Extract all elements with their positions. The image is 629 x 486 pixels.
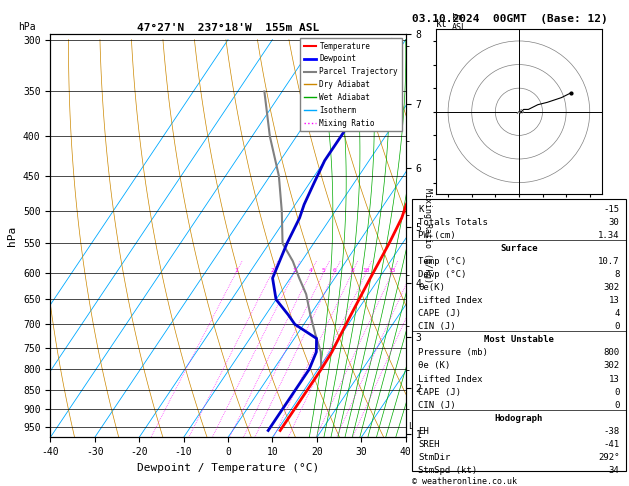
Text: θe(K): θe(K) xyxy=(418,283,445,292)
Text: Temp (°C): Temp (°C) xyxy=(418,257,467,266)
Text: SREH: SREH xyxy=(418,440,440,449)
Text: Lifted Index: Lifted Index xyxy=(418,375,483,383)
Text: 5: 5 xyxy=(322,268,326,273)
Text: hPa: hPa xyxy=(18,22,36,32)
Text: CAPE (J): CAPE (J) xyxy=(418,388,462,397)
Text: 34: 34 xyxy=(609,466,620,475)
Text: Totals Totals: Totals Totals xyxy=(418,218,488,227)
Text: 13: 13 xyxy=(609,296,620,305)
Text: 0: 0 xyxy=(614,400,620,410)
Title: 47°27'N  237°18'W  155m ASL: 47°27'N 237°18'W 155m ASL xyxy=(137,23,319,33)
Text: 1: 1 xyxy=(234,268,238,273)
Text: CIN (J): CIN (J) xyxy=(418,322,456,331)
X-axis label: Dewpoint / Temperature (°C): Dewpoint / Temperature (°C) xyxy=(137,463,319,473)
Text: 4: 4 xyxy=(614,309,620,318)
Text: 15: 15 xyxy=(389,268,396,273)
Text: 10: 10 xyxy=(362,268,370,273)
Text: -41: -41 xyxy=(603,440,620,449)
Text: LCL: LCL xyxy=(408,422,423,432)
Text: 10.7: 10.7 xyxy=(598,257,620,266)
Text: -15: -15 xyxy=(603,205,620,214)
Text: 0: 0 xyxy=(614,322,620,331)
Text: Pressure (mb): Pressure (mb) xyxy=(418,348,488,357)
Text: © weatheronline.co.uk: © weatheronline.co.uk xyxy=(412,477,517,486)
Text: StmSpd (kt): StmSpd (kt) xyxy=(418,466,477,475)
Text: kt: kt xyxy=(437,19,448,29)
Text: 292°: 292° xyxy=(598,453,620,462)
Text: CAPE (J): CAPE (J) xyxy=(418,309,462,318)
Text: PW (cm): PW (cm) xyxy=(418,231,456,240)
Text: 800: 800 xyxy=(603,348,620,357)
Text: 8: 8 xyxy=(350,268,354,273)
Text: Hodograph: Hodograph xyxy=(495,414,543,423)
Text: 3: 3 xyxy=(292,268,296,273)
Text: km
ASL: km ASL xyxy=(452,13,467,32)
Text: 30: 30 xyxy=(609,218,620,227)
Text: 13: 13 xyxy=(609,375,620,383)
Text: 8: 8 xyxy=(614,270,620,279)
Text: StmDir: StmDir xyxy=(418,453,450,462)
Y-axis label: hPa: hPa xyxy=(8,226,18,246)
Text: θe (K): θe (K) xyxy=(418,362,450,370)
Text: 2: 2 xyxy=(270,268,274,273)
Text: 302: 302 xyxy=(603,283,620,292)
Text: EH: EH xyxy=(418,427,429,436)
Text: CIN (J): CIN (J) xyxy=(418,400,456,410)
Text: Surface: Surface xyxy=(500,244,538,253)
Text: Dewp (°C): Dewp (°C) xyxy=(418,270,467,279)
Y-axis label: Mixing Ratio (g/kg): Mixing Ratio (g/kg) xyxy=(423,188,432,283)
Text: -38: -38 xyxy=(603,427,620,436)
Text: 6: 6 xyxy=(333,268,337,273)
Text: 03.10.2024  00GMT  (Base: 12): 03.10.2024 00GMT (Base: 12) xyxy=(412,14,608,24)
Text: 4: 4 xyxy=(309,268,313,273)
Text: K: K xyxy=(418,205,424,214)
FancyBboxPatch shape xyxy=(412,199,626,471)
Text: Lifted Index: Lifted Index xyxy=(418,296,483,305)
Text: 302: 302 xyxy=(603,362,620,370)
Text: 0: 0 xyxy=(614,388,620,397)
Text: Most Unstable: Most Unstable xyxy=(484,335,554,345)
Legend: Temperature, Dewpoint, Parcel Trajectory, Dry Adiabat, Wet Adiabat, Isotherm, Mi: Temperature, Dewpoint, Parcel Trajectory… xyxy=(300,38,402,131)
Text: 1.34: 1.34 xyxy=(598,231,620,240)
